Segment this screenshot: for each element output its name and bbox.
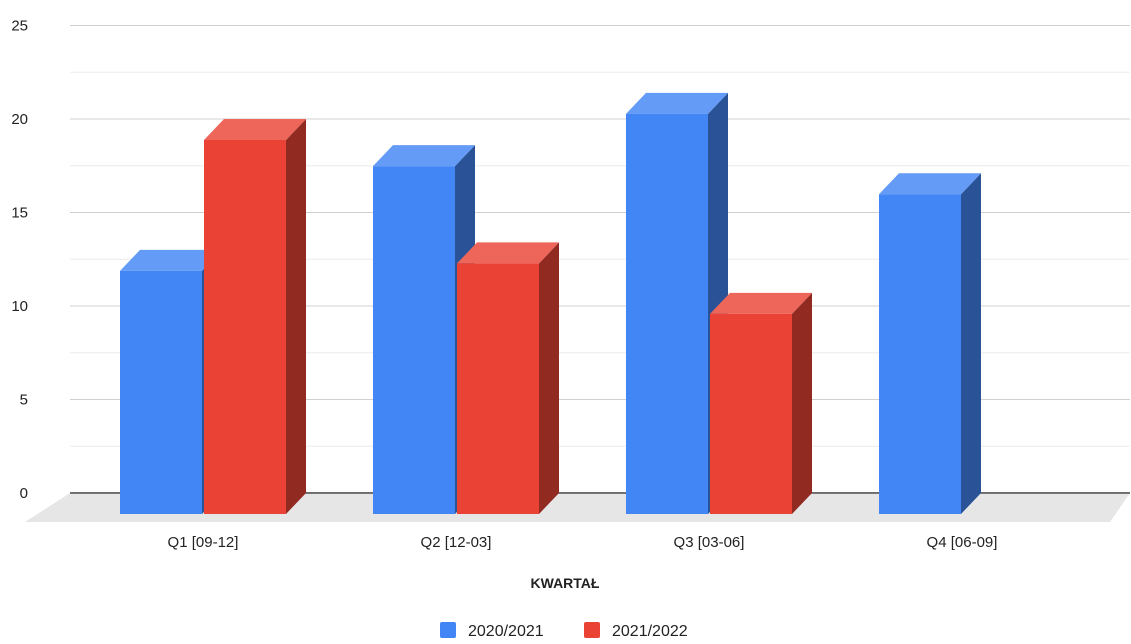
x-axis-title: KWARTAŁ <box>531 575 600 591</box>
x-axis-tick-labels: Q1 [09-12] Q2 [12-03] Q3 [03-06] Q4 [06-09] <box>168 534 998 551</box>
x-tick-label: Q3 [03-06] <box>674 534 745 551</box>
bar-side-face <box>961 173 981 515</box>
legend-label: 2021/2022 <box>612 623 688 639</box>
bar-front-face <box>626 113 708 514</box>
legend-swatch <box>440 622 456 638</box>
legend: 2020/2021 2021/2022 <box>440 622 688 640</box>
bars <box>120 92 981 515</box>
bar-top-face <box>373 145 475 167</box>
x-tick-label: Q2 [12-03] <box>421 534 492 551</box>
legend-label: 2020/2021 <box>468 623 544 639</box>
bar-top-face <box>457 242 559 264</box>
bar-front-face <box>204 140 286 514</box>
bar-0-3 <box>879 173 981 515</box>
bar-front-face <box>710 313 792 514</box>
bar-1-0 <box>204 119 306 514</box>
y-tick-label: 20 <box>11 111 28 128</box>
bar-top-face <box>879 173 981 195</box>
bar-1-2 <box>710 292 812 514</box>
y-tick-label: 5 <box>20 392 28 409</box>
bar-1-1 <box>457 242 559 515</box>
y-tick-label: 10 <box>11 298 28 315</box>
bar-front-face <box>120 270 202 514</box>
bar-top-face <box>120 249 222 271</box>
bar-front-face <box>373 166 455 514</box>
legend-item: 2021/2022 <box>584 622 688 640</box>
y-tick-label: 15 <box>11 205 28 222</box>
bar-top-face <box>626 92 728 114</box>
bar-0-2 <box>626 92 728 514</box>
y-axis-tick-labels: 0 5 10 15 20 25 <box>11 18 28 503</box>
bar-top-face <box>204 119 306 140</box>
bar-top-face <box>710 292 812 314</box>
x-tick-label: Q4 [06-09] <box>927 534 998 551</box>
x-tick-label: Q1 [09-12] <box>168 534 239 551</box>
bar-front-face <box>457 263 539 514</box>
legend-swatch <box>584 622 600 638</box>
bar-front-face <box>879 194 961 515</box>
bar-side-face <box>286 119 306 514</box>
bar-side-face <box>792 292 812 514</box>
floor-plane <box>25 493 1130 522</box>
y-tick-label: 0 <box>20 485 28 502</box>
bar-side-face <box>539 242 559 515</box>
y-tick-label: 25 <box>11 18 28 35</box>
legend-item: 2020/2021 <box>440 622 544 640</box>
